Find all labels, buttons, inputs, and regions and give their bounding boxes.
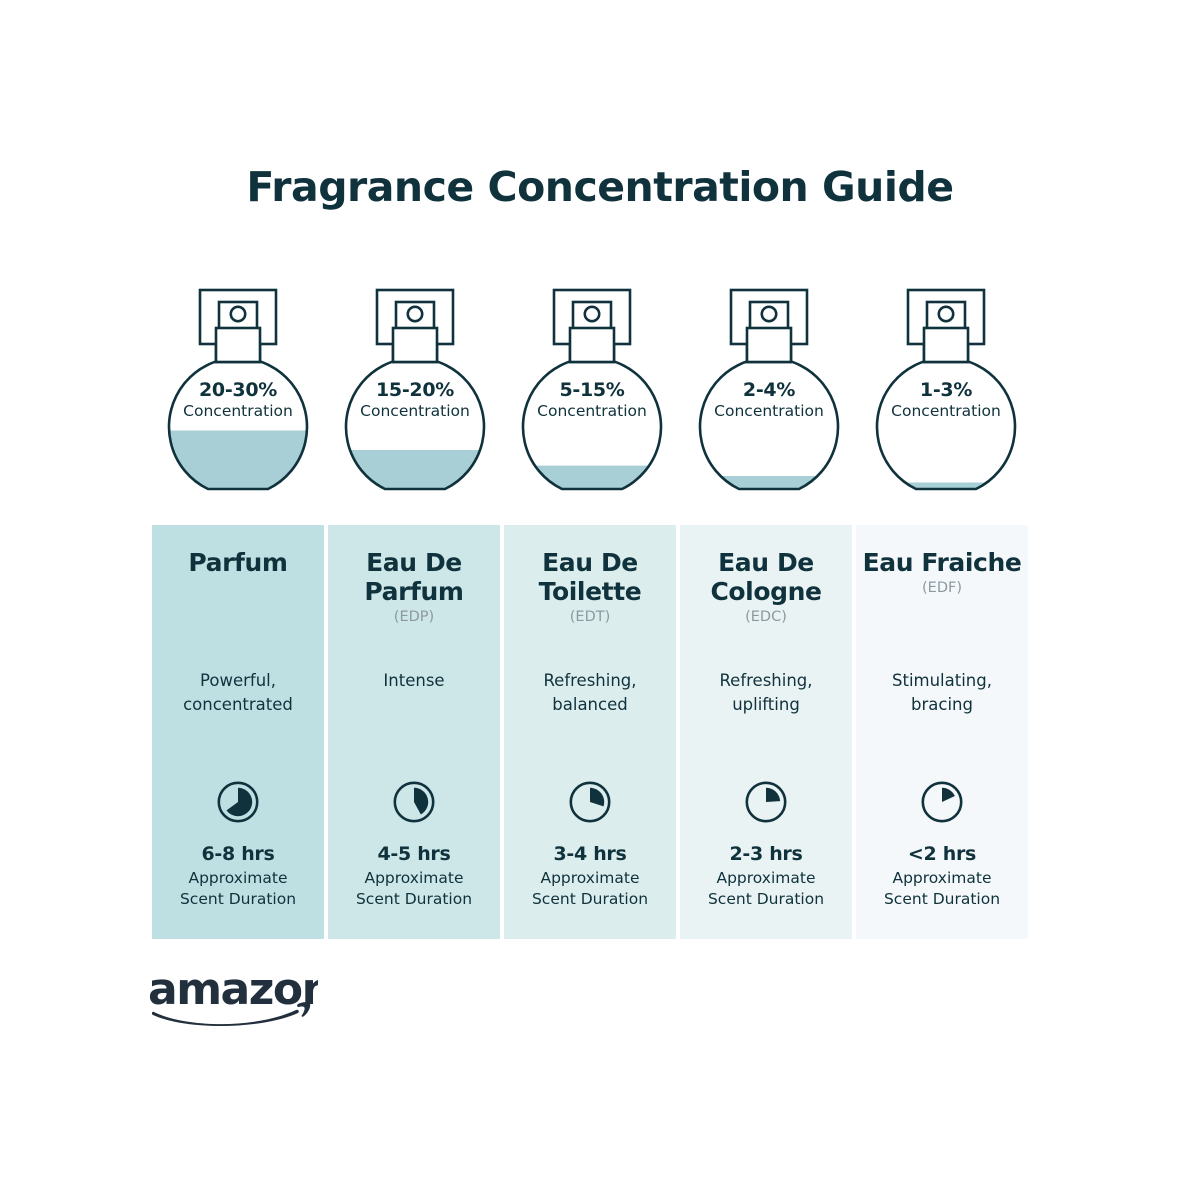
bottle-liquid	[345, 450, 484, 489]
bottle-neck-front	[214, 326, 262, 364]
card-title: Eau De Cologne	[710, 548, 822, 606]
card-abbreviation: (EDC)	[745, 609, 787, 625]
card-abbreviation	[152, 580, 324, 598]
card-parfum[interactable]: Parfum Powerful, concentrated 6-8 hrs Approx…	[152, 525, 324, 939]
duration-label: Approximate Scent Duration	[355, 868, 473, 909]
amazon-smile-arrow	[151, 1009, 299, 1027]
duration-value: 3-4 hrs	[553, 843, 627, 865]
card-description: Intense	[383, 671, 445, 690]
card-title: Eau De Parfum	[364, 548, 464, 606]
card-title: Eau Fraiche	[862, 548, 1022, 577]
duration-group: 4-5 hrs Approximate Scent Duration	[328, 843, 500, 911]
duration-label: Approximate Scent Duration	[707, 868, 825, 909]
bottle-nozzle-icon	[760, 305, 778, 323]
bottle-neck-front	[922, 326, 970, 364]
card-eau-de-parfum[interactable]: Eau De Parfum (EDP) Intense 4-5 hrs Approxim…	[328, 525, 500, 939]
clock-pie-icon	[392, 780, 436, 824]
bottle-nozzle-icon	[583, 305, 601, 323]
bottle-body-outline	[875, 356, 1017, 491]
card-eau-de-toilette[interactable]: Eau De Toilette (EDT) Refreshing, balanced 3…	[504, 525, 676, 939]
bottle-neck-front	[568, 326, 616, 364]
duration-value: 4-5 hrs	[377, 843, 451, 865]
bottle-nozzle-icon	[937, 305, 955, 323]
duration-value: 2-3 hrs	[729, 843, 803, 865]
card-abbreviation: (EDP)	[393, 609, 435, 625]
clock-wedge	[414, 787, 429, 815]
bottle-eau-de-parfum: 15-20% Concentration	[329, 288, 501, 510]
cards-row: Parfum Powerful, concentrated 6-8 hrs Approx…	[152, 525, 1032, 939]
duration-value: <2 hrs	[907, 843, 977, 865]
clock-ring	[393, 781, 435, 823]
card-description: Refreshing, uplifting	[719, 671, 813, 714]
bottle-eau-de-cologne: 2-4% Concentration	[683, 288, 855, 510]
card-abbreviation: (EDF)	[922, 580, 962, 596]
clock-wedge	[590, 787, 605, 807]
duration-group: 3-4 hrs Approximate Scent Duration	[504, 843, 676, 911]
bottle-liquid	[876, 482, 1015, 489]
amazon-logo: amazon	[148, 964, 333, 1028]
clock-wedge	[226, 787, 253, 817]
duration-label: Approximate Scent Duration	[531, 868, 649, 909]
bottle-eau-de-toilette: 5-15% Concentration	[506, 288, 678, 510]
clock-ring	[745, 781, 787, 823]
card-description: Refreshing, balanced	[543, 671, 637, 714]
duration-label: Approximate Scent Duration	[883, 868, 1001, 909]
bottle-liquid	[699, 476, 838, 489]
clock-ring	[217, 781, 259, 823]
bottle-eau-fraiche: 1-3% Concentration	[860, 288, 1032, 510]
card-description: Stimulating, bracing	[892, 671, 992, 714]
clock-pie-icon	[744, 780, 788, 824]
bottle-liquid	[168, 430, 307, 489]
card-title: Parfum	[188, 548, 288, 577]
duration-label: Approximate Scent Duration	[179, 868, 297, 909]
clock-pie-icon	[920, 780, 964, 824]
duration-group: <2 hrs Approximate Scent Duration	[856, 843, 1028, 911]
duration-value: 6-8 hrs	[201, 843, 275, 865]
card-description: Powerful, concentrated	[183, 671, 293, 714]
bottle-nozzle-icon	[229, 305, 247, 323]
bottles-row: 20-30% Concentration 15-20% Concentration 5-…	[152, 288, 1032, 510]
amazon-wordmark: amazon	[148, 966, 318, 1015]
amazon-arrow-tip	[297, 1002, 311, 1017]
duration-group: 6-8 hrs Approximate Scent Duration	[152, 843, 324, 911]
card-abbreviation: (EDT)	[569, 609, 611, 625]
bottle-nozzle-icon	[406, 305, 424, 323]
duration-group: 2-3 hrs Approximate Scent Duration	[680, 843, 852, 911]
clock-ring	[569, 781, 611, 823]
bottle-neck-front	[745, 326, 793, 364]
bottle-body-outline	[698, 356, 840, 491]
clock-pie-icon	[216, 780, 260, 824]
clock-wedge	[942, 787, 955, 802]
card-eau-de-cologne[interactable]: Eau De Cologne (EDC) Refreshing, uplifting 2…	[680, 525, 852, 939]
card-eau-fraiche[interactable]: Eau Fraiche (EDF) Stimulating, bracing <2 hr…	[856, 525, 1028, 939]
bottle-liquid	[522, 465, 661, 489]
page-title: Fragrance Concentration Guide	[246, 163, 954, 211]
clock-ring	[921, 781, 963, 823]
clock-wedge	[766, 787, 781, 802]
bottle-neck-front	[391, 326, 439, 364]
card-title: Eau De Toilette	[538, 548, 642, 606]
bottle-parfum: 20-30% Concentration	[152, 288, 324, 510]
clock-pie-icon	[568, 780, 612, 824]
